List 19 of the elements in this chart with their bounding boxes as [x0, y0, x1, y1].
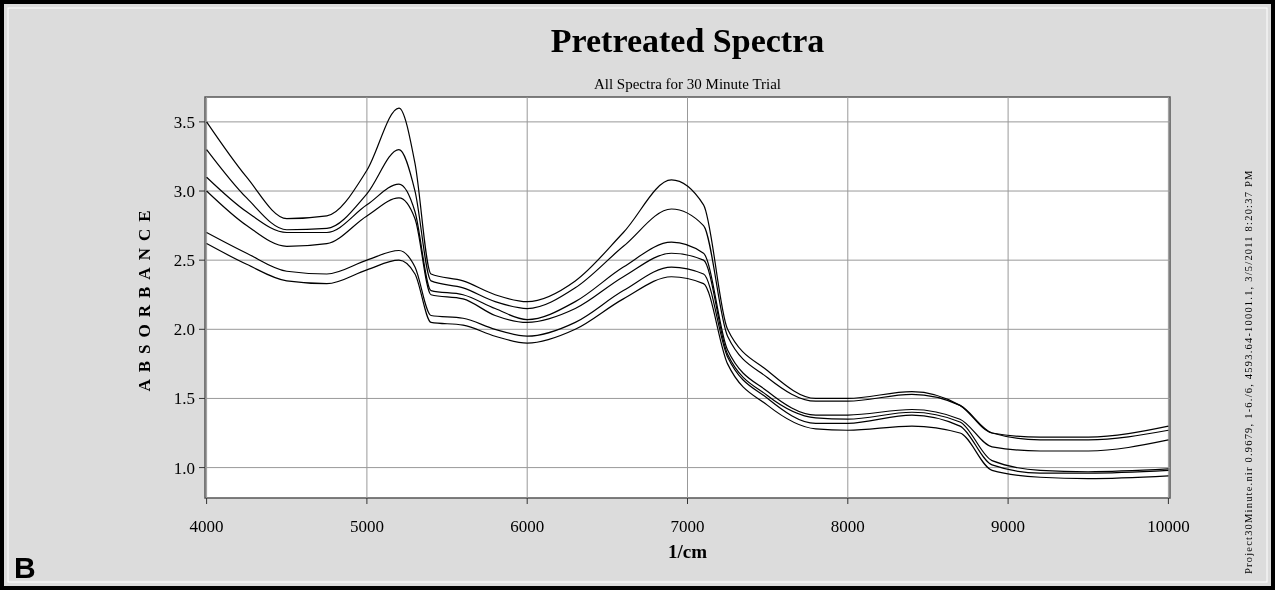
x-tick-label: 8000: [830, 517, 865, 536]
y-tick-label: 3.5: [173, 112, 195, 132]
x-tick-label: 7000: [670, 517, 705, 536]
x-tick-label: 9000: [991, 517, 1026, 536]
y-tick-label: 1.0: [173, 458, 195, 478]
y-tick-label: 2.5: [173, 251, 195, 271]
y-axis-title: ABSORBANCE: [135, 203, 154, 392]
x-axis-title: 1/cm: [667, 541, 708, 562]
y-tick-label: 2.0: [173, 320, 195, 340]
chart-subtitle: All Spectra for 30 Minute Trial: [593, 76, 782, 92]
y-tick-label: 1.5: [173, 389, 195, 409]
x-tick-label: 4000: [189, 517, 224, 536]
x-tick-label: 5000: [349, 517, 384, 536]
text: Project30Minute.nir 0.9679, 1-6./6, 4593.64-10001.1, 3/5/2011 8:20:37 PM: [1243, 169, 1254, 574]
x-tick-label: 10000: [1147, 517, 1190, 536]
chart-title: Pretreated Spectra: [550, 22, 825, 59]
x-tick-label: 6000: [510, 517, 545, 536]
text: B: [14, 551, 36, 584]
y-tick-label: 3.0: [173, 181, 195, 201]
